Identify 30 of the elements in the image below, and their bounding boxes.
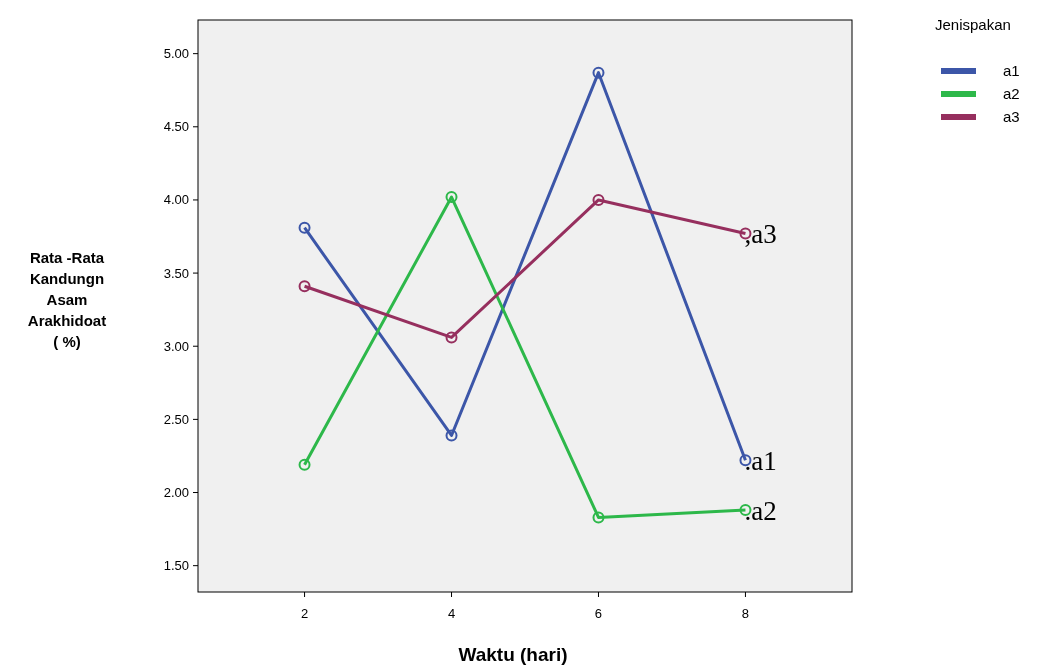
y-tick-label: 3.50: [163, 265, 189, 281]
x-tick-label: 4: [447, 606, 456, 621]
point: [445, 331, 458, 344]
legend-title: Jenispakan: [935, 16, 1011, 33]
point: [298, 280, 311, 293]
x-axis-title: Waktu (hari): [458, 644, 568, 665]
x-tick-label: 8: [741, 606, 750, 621]
annotation: .a2: [744, 495, 777, 526]
annotation: ,a3: [744, 219, 777, 250]
legend-label: a2: [1003, 85, 1020, 103]
y-axis-title: Rata -Rata Kandungn Asam Arakhidoat ( %): [27, 249, 107, 350]
point: [592, 511, 605, 524]
x-tick-label: 6: [594, 606, 603, 621]
y-tick-label: 4.00: [163, 192, 189, 208]
y-tick-label: 1.50: [163, 558, 189, 574]
legend-label: a3: [1003, 108, 1020, 126]
point: [298, 458, 311, 471]
x-tick-label: 2: [300, 606, 309, 621]
y-tick-label: 5.00: [163, 46, 189, 62]
y-tick-label: 2.00: [163, 485, 189, 501]
y-tick-label: 3.00: [163, 338, 189, 354]
point: [592, 66, 605, 79]
point: [445, 191, 458, 204]
point: [445, 429, 458, 442]
point: [298, 221, 311, 234]
y-tick-label: 4.50: [163, 119, 189, 135]
annotation: .a1: [744, 445, 777, 476]
y-tick-label: 2.50: [163, 411, 189, 427]
point: [592, 193, 605, 206]
legend-label: a1: [1003, 62, 1020, 80]
